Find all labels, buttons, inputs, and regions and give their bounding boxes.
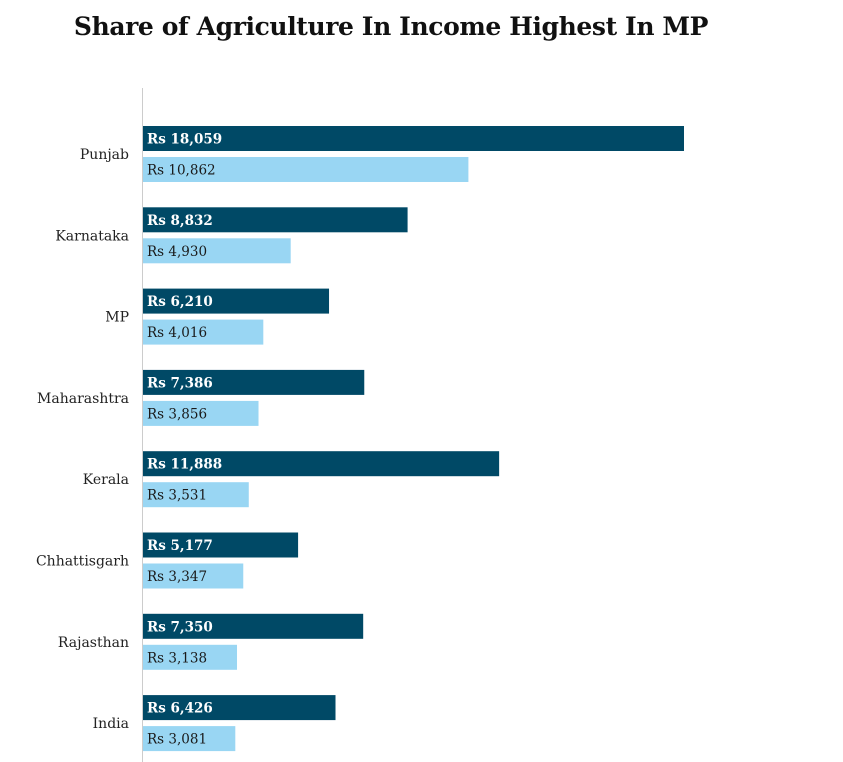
bar-maharashtra-series-1 [143, 369, 365, 395]
bar-mp-series-2 [143, 319, 264, 345]
category-label-rajasthan: Rajasthan [58, 635, 129, 651]
bar-kerala-series-1 [143, 451, 500, 477]
bar-chhattisgarh-series-2 [143, 563, 244, 589]
category-label-chhattisgarh: Chhattisgarh [36, 554, 129, 570]
data-label-punjab-series-1: Rs 18,059 [147, 132, 222, 148]
bars-layer: Punjab Rs 18,059 Rs 10,862 Karnataka Rs 8,83… [36, 126, 684, 752]
data-label-india-series-2: Rs 3,081 [147, 732, 207, 748]
data-label-rajasthan-series-1: Rs 7,350 [147, 619, 213, 635]
bar-punjab-series-1 [143, 126, 684, 151]
data-label-mp-series-2: Rs 4,016 [147, 325, 207, 341]
data-label-karnataka-series-2: Rs 4,930 [147, 244, 207, 260]
bar-rajasthan-series-1 [143, 613, 364, 639]
category-label-karnataka: Karnataka [55, 228, 129, 244]
category-label-kerala: Kerala [83, 472, 129, 488]
bar-kerala-series-2 [143, 482, 249, 508]
data-label-india-series-1: Rs 6,426 [147, 701, 213, 717]
data-label-mp-series-1: Rs 6,210 [147, 294, 213, 310]
data-label-chhattisgarh-series-1: Rs 5,177 [147, 538, 213, 554]
bar-india-series-2 [143, 726, 236, 752]
category-label-punjab: Punjab [80, 147, 129, 163]
data-label-karnataka-series-1: Rs 8,832 [147, 213, 213, 229]
data-label-kerala-series-1: Rs 11,888 [147, 457, 222, 473]
bar-chhattisgarh-series-1 [143, 532, 299, 558]
data-label-chhattisgarh-series-2: Rs 3,347 [147, 569, 207, 585]
bar-india-series-1 [143, 695, 336, 721]
bar-karnataka-series-2 [143, 238, 291, 264]
data-label-maharashtra-series-1: Rs 7,386 [147, 375, 213, 391]
category-label-maharashtra: Maharashtra [37, 391, 129, 407]
data-label-maharashtra-series-2: Rs 3,856 [147, 406, 207, 422]
bar-karnataka-series-1 [143, 207, 408, 233]
data-label-punjab-series-2: Rs 10,862 [147, 163, 216, 179]
data-label-kerala-series-2: Rs 3,531 [147, 488, 207, 504]
bar-maharashtra-series-2 [143, 400, 259, 426]
bar-rajasthan-series-2 [143, 644, 238, 670]
category-label-india: India [93, 716, 129, 732]
bar-punjab-series-2 [143, 157, 469, 182]
data-label-rajasthan-series-2: Rs 3,138 [147, 650, 207, 666]
chart-title: Share of Agriculture In Income Highest I… [73, 12, 709, 41]
category-label-mp: MP [105, 310, 129, 326]
bar-mp-series-1 [143, 288, 330, 314]
